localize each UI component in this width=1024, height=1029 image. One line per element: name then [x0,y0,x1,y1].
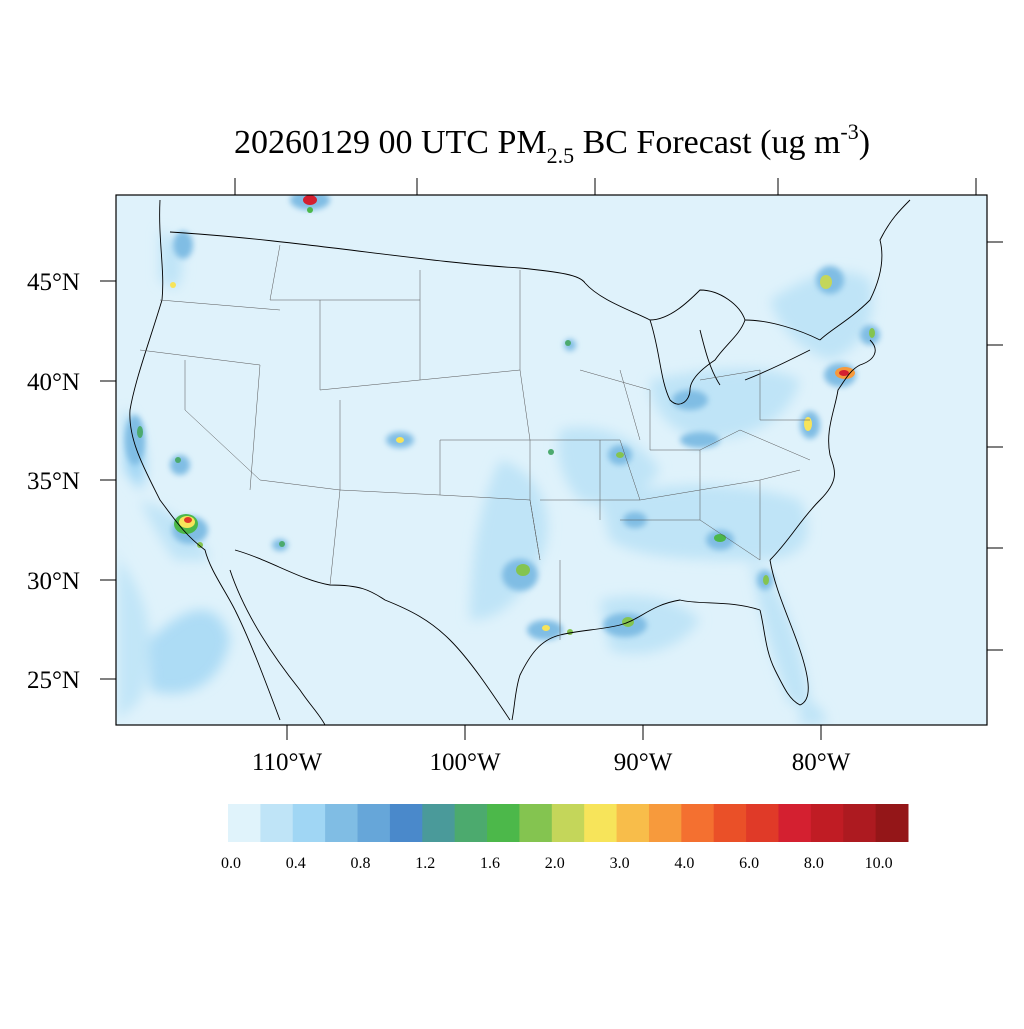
lon-label: 110°W [252,749,323,776]
map-frame [115,194,988,726]
colorbar-swatch [487,804,520,842]
colorbar-label: 8.0 [804,855,824,872]
colorbar-label: 0.0 [221,855,241,872]
colorbar-swatch [648,804,682,842]
colorbar-swatch [810,804,844,842]
colorbar-label: 1.2 [415,855,435,872]
map-title: 20260129 00 UTC PM2.5 BC Forecast (ug m-… [234,119,870,168]
east-coastline [769,339,876,561]
lat-label: 25°N [27,667,80,694]
lon-label: 100°W [429,749,500,776]
colorbar-swatch [454,804,488,842]
gulf-coastline [511,599,761,721]
state-lines [139,244,811,640]
colorbar-swatch [551,804,585,842]
hotspots [137,195,875,635]
west-coastline [129,199,236,611]
colorbar-swatch [746,804,779,842]
colorbar-swatch [292,804,326,842]
lon-label: 80°W [792,749,851,776]
colorbar-labels: 0.0 0.4 0.8 1.2 1.6 2.0 3.0 4.0 6.0 8.0 10.0 [221,855,893,872]
colorbar-swatch [713,804,747,842]
latitude-labels: 45°N 40°N 35°N 30°N 25°N [27,269,80,694]
colorbar-label: 2.0 [545,855,565,872]
colorbar-swatch [778,804,812,842]
colorbar-swatch [875,804,909,842]
boundaries [129,199,911,725]
colorbar-label: 6.0 [739,855,759,872]
colorbar-label: 4.0 [674,855,694,872]
colorbar-swatch [616,804,650,842]
colorbar-label: 0.8 [351,855,371,872]
colorbar-label: 3.0 [610,855,630,872]
lat-label: 40°N [27,369,80,396]
map-panel [116,195,987,725]
tick-marks [100,178,1003,740]
colorbar-swatch [422,804,456,842]
northeast-coast [819,199,911,341]
colorbar-swatch [228,804,261,842]
colorbar-label: 1.6 [480,855,500,872]
colorbar-swatch [260,804,294,842]
colorbar-swatch [519,804,553,842]
colorbar [228,804,909,842]
longitude-labels: 110°W 100°W 90°W 80°W [252,749,851,776]
lat-label: 35°N [27,468,80,495]
lat-label: 30°N [27,568,80,595]
colorbar-swatch [357,804,391,842]
lat-label: 45°N [27,269,80,296]
colorbar-swatch [843,804,877,842]
colorbar-swatch [325,804,359,842]
canada-border [169,231,586,284]
colorbar-swatch [681,804,715,842]
colorbar-label: 0.4 [286,855,306,872]
colorbar-swatch [389,804,423,842]
colorbar-swatch [584,804,618,842]
lon-label: 90°W [614,749,673,776]
mexico-border [234,549,511,721]
colorbar-label: 10.0 [865,855,893,872]
